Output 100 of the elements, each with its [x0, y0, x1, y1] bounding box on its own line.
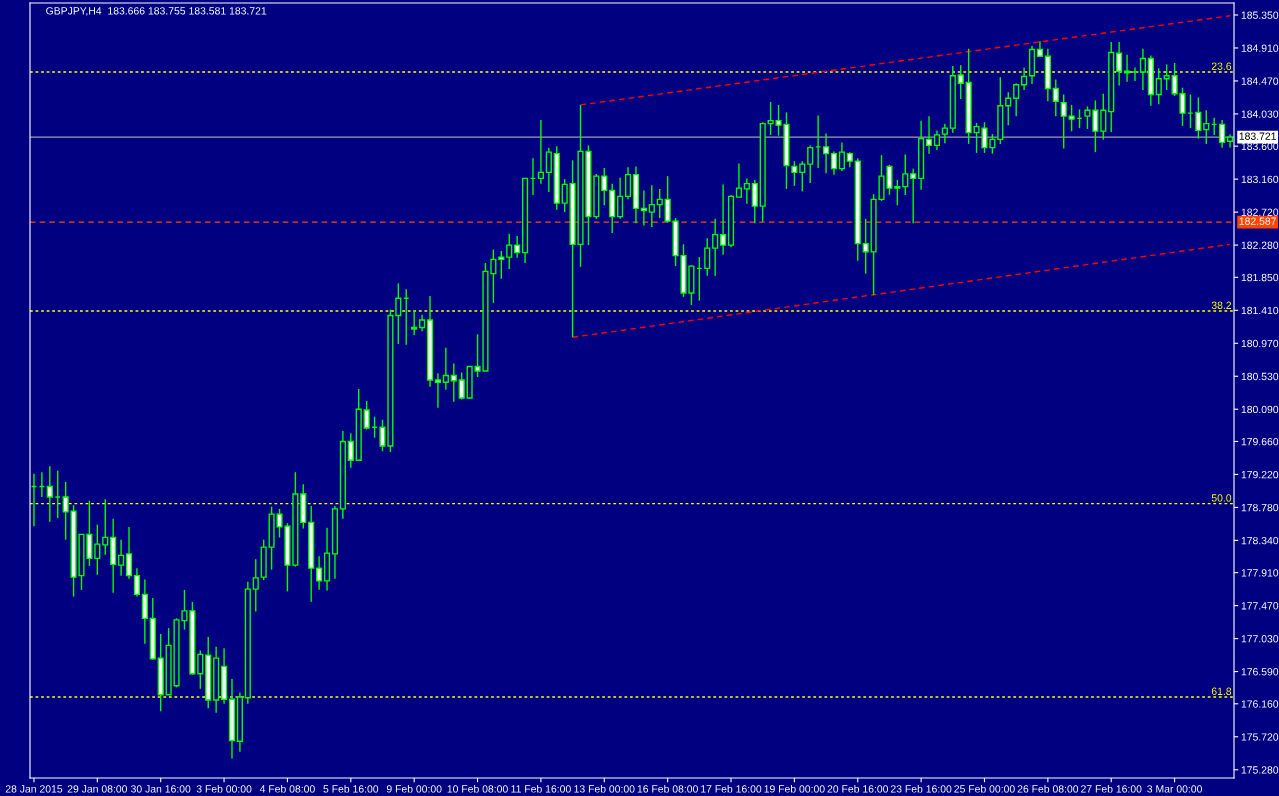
candlestick [434, 372, 442, 409]
y-tick-label: 181.410 [1241, 306, 1279, 315]
y-tick-label: 184.910 [1241, 44, 1279, 52]
candlestick [1219, 119, 1226, 149]
candlestick [1116, 41, 1123, 87]
candlestick [442, 347, 449, 391]
x-tick-label: 19 Feb 00:00 [764, 784, 825, 793]
x-tick-label: 3 Mar 00:00 [1147, 785, 1202, 793]
x-tick-label: 27 Feb 16:00 [1081, 784, 1142, 793]
x-tick-label: 4 Feb 08:00 [259, 784, 315, 793]
candlestick [640, 189, 647, 227]
candlestick [1005, 91, 1012, 126]
y-tick-label: 180.090 [1241, 405, 1279, 414]
y-tick-label: 179.220 [1241, 470, 1279, 479]
x-tick-label: 11 Feb 16:00 [511, 784, 571, 793]
y-tick-label: 182.280 [1241, 241, 1279, 249]
candlestick [363, 400, 370, 431]
x-tick-label: 20 Feb 16:00 [827, 784, 889, 793]
candlestick [704, 237, 711, 277]
candlestick [118, 538, 125, 577]
candlestick [545, 146, 552, 193]
candlestick [316, 555, 323, 591]
candlestick [506, 233, 513, 270]
candlestick [347, 432, 354, 469]
y-tick-label: 175.720 [1241, 733, 1279, 741]
y-tick-label: 177.910 [1241, 569, 1279, 577]
x-tick-label: 29 Jan 08:00 [67, 785, 128, 793]
candlestick [1060, 93, 1067, 150]
candlestick [743, 177, 750, 205]
candlestick [498, 250, 505, 280]
candlestick [1155, 67, 1162, 105]
candlestick [94, 523, 101, 576]
x-tick-label: 16 Feb 08:00 [637, 784, 698, 793]
candlestick [395, 282, 402, 345]
candlestick [1203, 109, 1210, 145]
annotation: 23.6 [1211, 62, 1232, 70]
candlestick [791, 160, 798, 187]
y-tick-label: 185.350 [1241, 11, 1279, 19]
candlestick [1163, 63, 1170, 91]
y-tick-label: 183.160 [1241, 175, 1279, 184]
y-tick-label: 181.850 [1241, 273, 1279, 282]
candlestick [902, 153, 909, 196]
x-tick-label: 5 Feb 16:00 [323, 784, 379, 793]
candlestick [799, 160, 806, 192]
candlestick [830, 150, 838, 176]
candlestick [252, 558, 259, 613]
y-tick-label: 175.280 [1241, 766, 1279, 774]
candlestick [925, 115, 933, 155]
x-tick-label: 9 Feb 00:00 [386, 784, 442, 793]
candlestick [1139, 48, 1146, 91]
x-tick-label: 26 Feb 08:00 [1017, 784, 1079, 793]
annotation: 50.0 [1211, 494, 1232, 502]
candlestick [102, 498, 109, 556]
candlestick [411, 309, 418, 336]
x-tick-label: 23 Feb 16:00 [890, 784, 952, 793]
y-tick-label: 176.160 [1241, 700, 1279, 708]
candlestick [514, 235, 521, 259]
candlestick [624, 166, 632, 201]
ref-line-label: 183.721 [1239, 132, 1276, 140]
y-tick-label: 184.470 [1241, 77, 1279, 85]
candlestick [1195, 96, 1202, 140]
candlestick [537, 119, 544, 185]
candlestick [450, 362, 457, 403]
y-tick-label: 177.030 [1241, 635, 1279, 643]
candlestick [807, 144, 814, 184]
ref-line-label: 182.587 [1239, 217, 1276, 225]
candlestick [957, 64, 964, 100]
annotation: 61.8 [1211, 687, 1232, 695]
x-tick-label: 25 Feb 00:00 [954, 784, 1015, 793]
candlestick [141, 578, 148, 645]
x-tick-label: 13 Feb 00:00 [574, 784, 635, 793]
y-tick-label: 177.470 [1241, 602, 1279, 610]
x-tick-label: 3 Feb 00:00 [196, 784, 252, 793]
y-tick-label: 184.030 [1241, 110, 1279, 118]
candlestick [720, 183, 727, 256]
x-tick-label: 28 Jan 2015 [5, 785, 63, 793]
candlestick [125, 526, 133, 580]
y-tick-label: 179.660 [1241, 437, 1279, 446]
candlestick [933, 129, 941, 151]
chart-title: GBPJPY,H4 183.666 183.755 183.581 183.721 [46, 7, 267, 16]
candlestick [1100, 92, 1107, 141]
candlestick [656, 188, 663, 219]
x-tick-label: 17 Feb 16:00 [701, 784, 762, 793]
candlestick [735, 162, 743, 198]
candlestick [1021, 66, 1028, 91]
y-tick-label: 178.340 [1241, 536, 1279, 545]
candlestick [1013, 82, 1020, 117]
candlestick [617, 176, 624, 220]
candlestick [910, 167, 917, 225]
candlestick [751, 179, 758, 225]
candlestick [941, 122, 948, 144]
x-tick-label: 30 Jan 16:00 [130, 785, 191, 793]
candlestick [458, 371, 465, 401]
candlestick [838, 141, 845, 172]
candlestick [822, 132, 830, 174]
y-tick-label: 176.590 [1241, 668, 1279, 676]
annotation: 38.2 [1211, 301, 1232, 309]
y-tick-label: 182.720 [1241, 208, 1279, 216]
candlestick [1068, 104, 1075, 132]
y-tick-label: 183.600 [1241, 142, 1279, 151]
